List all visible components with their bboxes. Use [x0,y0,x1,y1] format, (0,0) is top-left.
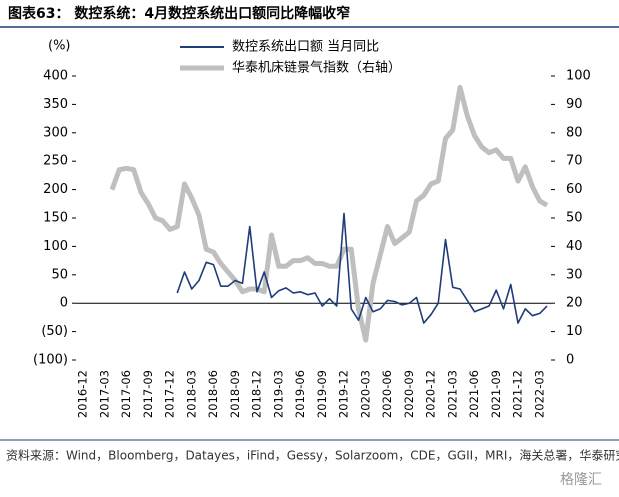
y-tick-label: 50 [51,267,68,282]
series-line [176,212,548,324]
x-tick-label: 2021-03 [445,370,459,418]
x-tick-label: 2018-12 [250,370,264,418]
x-tick-label: 2016-12 [76,370,90,418]
y2-tick-label: 30 [566,267,583,282]
x-tick-label: 2021-06 [467,370,481,418]
x-tick-label: 2019-12 [337,370,351,418]
x-tick-label: 2017-06 [119,370,133,418]
x-tick-label: 2020-03 [358,370,372,418]
y-tick-label: 100 [43,239,68,254]
legend-label: 数控系统出口额 当月同比 [232,40,379,55]
y-tick-label: 250 [43,154,68,169]
y-axis-label: (%) [48,39,71,54]
y2-tick-label: 60 [566,182,583,197]
y2-tick-label: 90 [566,97,583,112]
x-tick-label: 2018-09 [228,370,242,418]
y-tick-label: 300 [43,125,68,140]
x-tick-label: 2019-06 [293,370,307,418]
watermark: 格隆汇 [560,472,602,488]
x-tick-label: 2018-03 [184,370,198,418]
x-tick-label: 2020-12 [424,370,438,418]
x-tick-label: 2021-09 [489,370,503,418]
x-tick-label: 2021-12 [511,370,525,418]
chart-title: 图表63： 数控系统：4月数控系统出口额同比降幅收窄 [8,5,350,22]
y-tick-label: (50) [41,324,68,339]
y-tick-label: 350 [43,97,68,112]
y2-tick-label: 70 [566,154,583,169]
x-tick-label: 2020-09 [402,370,416,418]
series-line [109,84,549,343]
y-tick-label: 150 [43,211,68,226]
x-tick-label: 2019-09 [315,370,329,418]
source: 资料来源：Wind，Bloomberg，Datayes，iFind，Gessy，… [6,448,619,463]
x-tick-label: 2018-06 [206,370,220,418]
x-tick-label: 2017-03 [97,370,111,418]
y-tick-label: 200 [43,182,68,197]
legend-label: 华泰机床链景气指数（右轴） [232,60,401,76]
y-tick-label: (100) [33,353,68,368]
y-tick-label: 0 [60,296,68,311]
x-tick-label: 2020-06 [380,370,394,418]
x-tick-label: 2019-03 [271,370,285,418]
y2-tick-label: 40 [566,239,583,254]
x-tick-label: 2017-09 [141,370,155,418]
y2-tick-label: 80 [566,125,583,140]
y2-tick-label: 20 [566,296,583,311]
y-tick-label: 400 [43,69,68,84]
y2-tick-label: 10 [566,324,583,339]
y2-tick-label: 0 [566,353,574,368]
x-tick-label: 2022-03 [532,370,546,418]
x-tick-label: 2017-12 [163,370,177,418]
y2-tick-label: 50 [566,211,583,226]
y2-tick-label: 100 [566,69,591,84]
